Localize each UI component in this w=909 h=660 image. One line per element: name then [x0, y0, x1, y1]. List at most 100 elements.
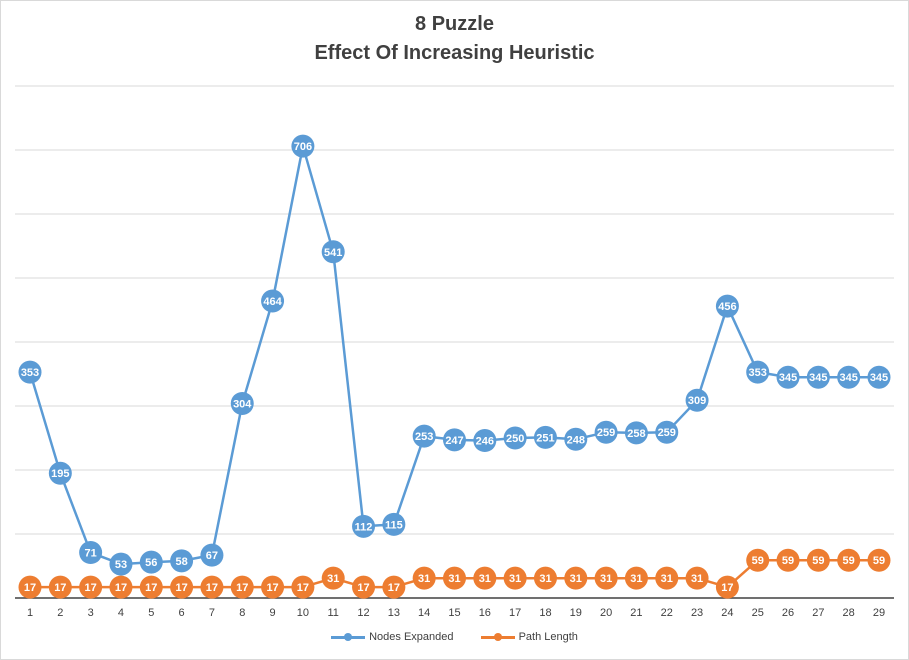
x-tick-label: 5	[148, 607, 154, 619]
data-point-nodes-expanded	[230, 391, 254, 415]
data-label-path-length: 31	[539, 573, 551, 585]
x-tick-label: 10	[297, 607, 309, 619]
data-label-path-length: 31	[448, 573, 460, 585]
data-point-nodes-expanded	[352, 514, 376, 538]
data-label-path-length: 59	[873, 555, 885, 567]
data-label-nodes-expanded: 304	[233, 398, 252, 410]
x-tick-label: 11	[328, 607, 339, 619]
data-label-nodes-expanded: 112	[355, 521, 373, 533]
x-tick-label: 9	[270, 607, 276, 619]
data-label-path-length: 59	[812, 555, 824, 567]
x-tick-label: 4	[118, 607, 124, 619]
data-point-nodes-expanded	[412, 424, 436, 448]
data-label-nodes-expanded: 246	[476, 436, 494, 448]
x-tick-label: 8	[239, 607, 245, 619]
data-point-path-length	[624, 566, 648, 590]
data-label-path-length: 17	[357, 582, 369, 594]
data-point-nodes-expanded	[382, 512, 406, 536]
data-label-path-length: 17	[721, 582, 733, 594]
data-point-nodes-expanded	[18, 360, 42, 384]
data-point-nodes-expanded	[139, 550, 163, 574]
legend-item-path-length: Path Length	[480, 631, 578, 643]
x-tick-label: 18	[539, 607, 551, 619]
data-label-path-length: 17	[206, 582, 218, 594]
x-tick-label: 23	[691, 607, 703, 619]
data-point-path-length	[352, 575, 376, 599]
data-point-nodes-expanded	[291, 134, 315, 158]
legend: Nodes Expanded Path Length	[0, 631, 909, 643]
data-label-path-length: 17	[266, 582, 278, 594]
x-tick-label: 25	[752, 607, 764, 619]
data-label-path-length: 17	[24, 582, 36, 594]
data-point-path-length	[594, 566, 618, 590]
x-tick-label: 21	[630, 607, 642, 619]
series-line-nodes-expanded	[28, 144, 879, 566]
data-point-path-length	[837, 548, 861, 572]
data-label-nodes-expanded: 247	[445, 435, 463, 447]
data-point-path-length	[200, 575, 224, 599]
data-point-nodes-expanded	[533, 425, 557, 449]
data-point-nodes-expanded	[473, 429, 497, 453]
x-tick-label: 16	[479, 607, 491, 619]
data-label-nodes-expanded: 345	[779, 372, 797, 384]
data-label-nodes-expanded: 345	[809, 372, 827, 384]
data-point-nodes-expanded	[867, 365, 891, 389]
data-point-path-length	[564, 566, 588, 590]
data-label-path-length: 31	[479, 573, 491, 585]
line-chart: 1 2 3 4 5 6 7 8 9 10 11 12 13 14 15 16 17 18 19 20 21 22 23 24 2…	[15, 85, 894, 619]
data-label-nodes-expanded: 58	[175, 556, 187, 568]
data-point-path-length	[412, 566, 436, 590]
data-point-path-length	[48, 575, 72, 599]
data-label-path-length: 17	[175, 582, 187, 594]
data-label-nodes-expanded: 353	[21, 367, 39, 379]
x-tick-label: 20	[600, 607, 612, 619]
data-label-nodes-expanded: 251	[536, 432, 554, 444]
data-label-nodes-expanded: 706	[294, 141, 312, 153]
data-label-nodes-expanded: 253	[415, 431, 433, 443]
data-point-nodes-expanded	[837, 365, 861, 389]
data-point-nodes-expanded	[594, 420, 618, 444]
data-label-path-length: 59	[752, 555, 764, 567]
data-label-path-length: 31	[630, 573, 642, 585]
x-tick-label: 12	[357, 607, 369, 619]
data-label-nodes-expanded: 345	[839, 372, 857, 384]
x-tick-label: 27	[812, 607, 824, 619]
data-label-nodes-expanded: 345	[870, 372, 888, 384]
x-tick-label: 13	[388, 607, 400, 619]
data-point-path-length	[291, 575, 315, 599]
data-point-path-length	[170, 575, 194, 599]
data-point-path-length	[776, 548, 800, 572]
chart-title: 8 Puzzle Effect Of Increasing Heuristic	[0, 10, 909, 68]
data-point-nodes-expanded	[715, 294, 739, 318]
data-label-path-length: 31	[661, 573, 673, 585]
data-point-path-length	[715, 575, 739, 599]
x-tick-label: 2	[57, 607, 63, 619]
data-point-nodes-expanded	[170, 549, 194, 573]
data-point-path-length	[382, 575, 406, 599]
x-tick-label: 1	[27, 607, 33, 619]
data-label-nodes-expanded: 464	[263, 296, 282, 308]
data-point-path-length	[109, 575, 133, 599]
legend-label-nodes-expanded: Nodes Expanded	[369, 631, 454, 644]
data-point-path-length	[443, 566, 466, 590]
data-point-path-length	[746, 548, 770, 572]
data-label-path-length: 31	[600, 573, 612, 585]
data-label-nodes-expanded: 115	[385, 519, 403, 531]
data-point-path-length	[806, 548, 830, 572]
data-label-path-length: 17	[54, 582, 66, 594]
x-tick-label: 3	[88, 607, 94, 619]
data-point-path-length	[473, 566, 497, 590]
data-point-path-length	[867, 548, 891, 572]
data-point-nodes-expanded	[109, 552, 133, 576]
x-tick-label: 14	[418, 607, 430, 619]
x-tick-label: 7	[209, 607, 215, 619]
x-tick-label: 19	[570, 607, 582, 619]
data-label-nodes-expanded: 56	[145, 557, 157, 569]
data-label-path-length: 17	[145, 582, 157, 594]
data-label-nodes-expanded: 67	[206, 550, 218, 562]
data-point-path-length	[79, 575, 103, 599]
title-line: 8 Puzzle	[415, 13, 494, 35]
data-point-path-length	[503, 566, 527, 590]
data-point-nodes-expanded	[746, 360, 770, 384]
legend-swatch-path-length	[480, 631, 515, 643]
